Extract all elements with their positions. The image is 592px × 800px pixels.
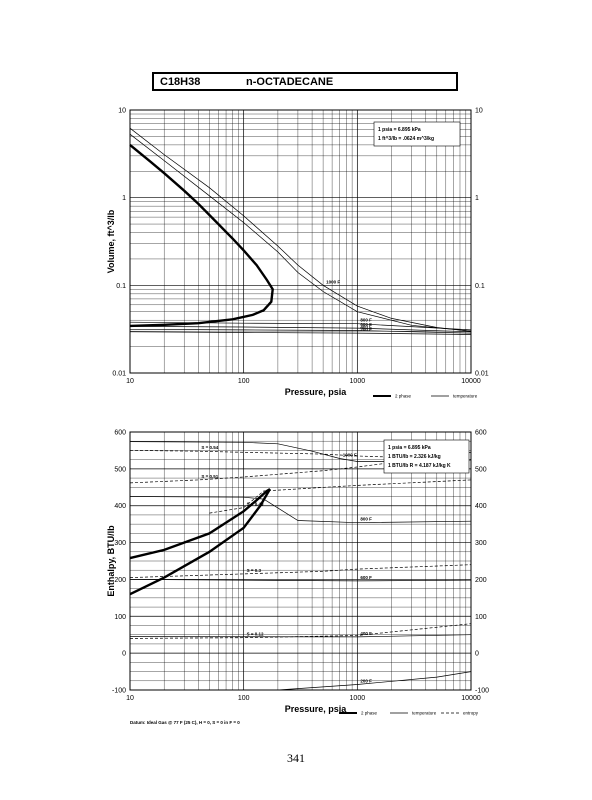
y-tick-label-left: 500	[114, 466, 126, 473]
series-line-7	[129, 451, 472, 484]
y-tick-label-left: 1	[122, 195, 126, 202]
y-tick-label-right: 600	[475, 430, 487, 437]
series-label: 1000 F	[343, 453, 357, 458]
y-tick-label-left: 400	[114, 503, 126, 510]
y-tick-label-left: 0.1	[116, 283, 126, 290]
y-tick-label-left: 10	[118, 108, 126, 115]
y-tick-label-right: -100	[475, 688, 489, 695]
y-tick-label-right: 0	[475, 651, 479, 658]
conversion-note-line: 1 BTU/lb R = 4.187 kJ/kg K	[388, 463, 451, 469]
series-label: S = 0.54	[201, 445, 218, 450]
series-label: 200 F	[360, 678, 372, 683]
x-tick-label: 10	[126, 695, 134, 702]
x-tick-label: 100	[238, 695, 250, 702]
y-tick-label-left: 0	[122, 651, 126, 658]
compound-formula: C18H38	[160, 76, 201, 88]
plot-frame	[129, 109, 472, 374]
x-tick-label: 1000	[350, 378, 366, 385]
series-label: S = 0.3	[247, 568, 262, 573]
series-line-1	[129, 127, 472, 332]
series-line-6	[129, 331, 472, 335]
x-axis-title: Pressure, psia	[285, 387, 348, 397]
compound-name: n-OCTADECANE	[246, 76, 334, 88]
series-label: 600 F	[360, 322, 372, 327]
legend-label: 2 phase	[395, 394, 412, 399]
y-tick-label-right: 0.1	[475, 283, 485, 290]
chart-footnote: Datum: Ideal Gas @ 77 F (25 C), H = 0, S…	[130, 720, 240, 725]
series-line-10	[129, 623, 472, 639]
series-line-0	[129, 143, 274, 328]
series-line-6	[129, 450, 472, 460]
x-axis-title: Pressure, psia	[285, 704, 348, 714]
y-axis-title: Enthalpy, BTU/lb	[106, 525, 116, 597]
legend-label: 2 phase	[361, 711, 378, 716]
plot-frame	[129, 431, 472, 691]
conversion-note-box	[373, 121, 461, 147]
y-tick-label-right: 300	[475, 540, 487, 547]
y-tick-label-left: 600	[114, 430, 126, 437]
y-tick-label-right: 500	[475, 466, 487, 473]
series-label: 600 F	[360, 575, 372, 580]
series-line-9	[129, 564, 472, 578]
x-tick-label: 10	[126, 378, 134, 385]
y-axis-title: Volume, ft^3/lb	[106, 209, 116, 273]
y-tick-label-left: 200	[114, 577, 126, 584]
series-line-0	[129, 488, 271, 596]
series-line-4	[129, 326, 472, 333]
y-tick-label-right: 0.01	[475, 371, 489, 378]
series-line-4	[129, 634, 472, 638]
series-line-2	[129, 496, 472, 524]
series-label: 400 F	[360, 631, 372, 636]
series-label: 1000 F	[326, 279, 340, 284]
y-tick-label-right: 200	[475, 577, 487, 584]
y-tick-label-right: 10	[475, 108, 483, 115]
series-label: 800 F	[360, 517, 372, 522]
y-tick-label-left: -100	[112, 688, 126, 695]
grid	[129, 431, 471, 691]
conversion-note-line: 1 psia = 6.895 kPa	[388, 445, 431, 451]
series-label: 400 F	[360, 325, 372, 330]
chart-title-box: C18H38 n-OCTADECANE	[152, 72, 458, 91]
y-tick-label-left: 0.01	[112, 371, 126, 378]
y-tick-label-right: 1	[475, 195, 479, 202]
conversion-note-box	[383, 439, 470, 474]
series-label: S = 0.12	[247, 632, 264, 637]
series-label: 200 F	[360, 327, 372, 332]
y-tick-label-right: 100	[475, 614, 487, 621]
conversion-note-line: 1 BTU/lb = 2.326 kJ/kg	[388, 454, 441, 460]
x-tick-label: 10000	[461, 378, 481, 385]
x-tick-label: 1000	[350, 695, 366, 702]
series-label: S = 0.49	[247, 502, 264, 507]
series-line-8	[209, 479, 472, 514]
series-line-5	[277, 671, 472, 691]
y-tick-label-left: 300	[114, 540, 126, 547]
x-tick-label: 100	[238, 378, 250, 385]
series-line-3	[129, 579, 472, 582]
legend-label: temperature	[412, 711, 437, 716]
series-label: S = 0.51	[201, 474, 218, 479]
y-tick-label-right: 400	[475, 503, 487, 510]
series-label: 800 F	[360, 318, 372, 323]
series-line-3	[129, 321, 472, 331]
series-line-2	[129, 133, 472, 332]
page-number: 341	[287, 751, 305, 765]
conversion-note-line: 1 ft^3/lb = .0624 m^3/kg	[378, 136, 434, 142]
legend-label: entropy	[463, 711, 479, 716]
series-line-5	[129, 328, 472, 334]
legend-label: temperature	[453, 394, 478, 399]
y-tick-label-left: 100	[114, 614, 126, 621]
x-tick-label: 10000	[461, 695, 481, 702]
conversion-note-line: 1 psia = 6.895 kPa	[378, 127, 421, 133]
